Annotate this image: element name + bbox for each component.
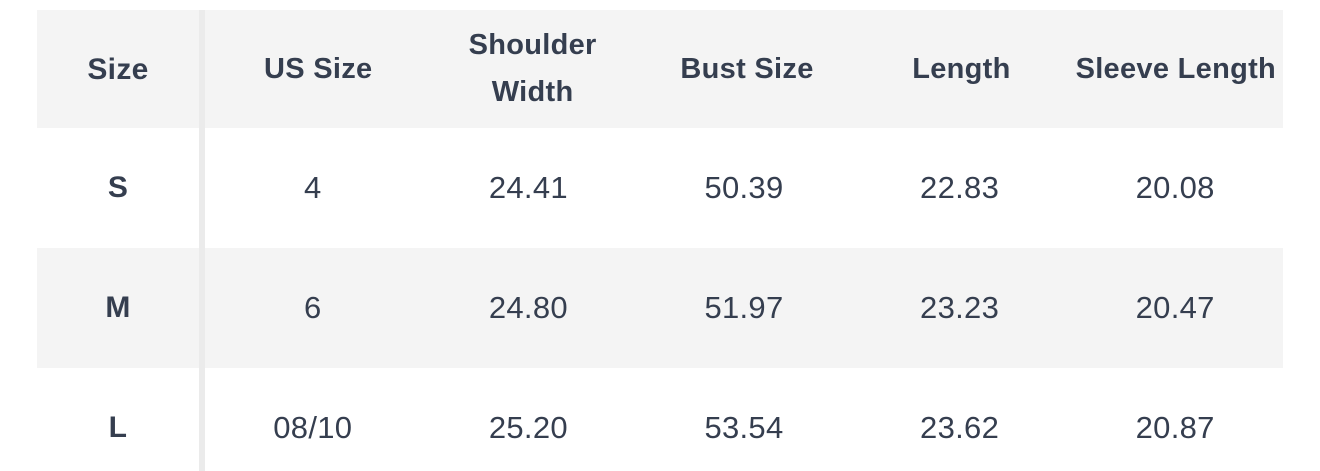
table-row-s: S 4 24.41 50.39 22.83 20.08 [37,128,1283,248]
bust-size-value: 50.39 [704,170,784,205]
sleeve-length-value: 20.47 [1135,290,1215,325]
length-value: 23.23 [920,290,1000,325]
bust-size-value: 51.97 [704,290,784,325]
table-row-l: L 08/10 25.20 53.54 23.62 20.87 [37,368,1283,471]
shoulder-width-value: 25.20 [488,410,568,445]
bust-size-value: 53.54 [704,410,784,445]
column-header-bust-size: Bust Size [680,52,814,85]
shoulder-width-value: 24.41 [488,170,568,205]
table-row-m: M 6 24.80 51.97 23.23 20.47 [37,248,1283,368]
us-size-value: 08/10 [273,410,353,445]
size-label: L [108,411,128,444]
sleeve-length-value: 20.87 [1135,410,1215,445]
header-row: Size US Size Shoulder Width Bust Size Le… [37,10,1283,128]
shoulder-width-value: 24.80 [488,290,568,325]
size-chart-table: Size US Size Shoulder Width Bust Size Le… [37,10,1283,471]
column-header-shoulder-width: Shoulder Width [468,29,597,108]
length-value: 22.83 [920,170,1000,205]
column-header-length: Length [912,52,1011,85]
sleeve-length-value: 20.08 [1135,170,1215,205]
us-size-value: 4 [304,170,322,205]
size-label: M [105,291,131,324]
size-label: S [107,171,129,204]
column-header-sleeve-length: Sleeve Length [1075,52,1277,85]
column-divider [199,10,205,471]
us-size-value: 6 [304,290,322,325]
column-header-us-size: US Size [263,52,373,85]
column-header-size: Size [87,52,149,86]
length-value: 23.62 [920,410,1000,445]
